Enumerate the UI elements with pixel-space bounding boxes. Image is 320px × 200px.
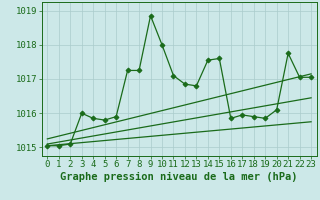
- X-axis label: Graphe pression niveau de la mer (hPa): Graphe pression niveau de la mer (hPa): [60, 172, 298, 182]
